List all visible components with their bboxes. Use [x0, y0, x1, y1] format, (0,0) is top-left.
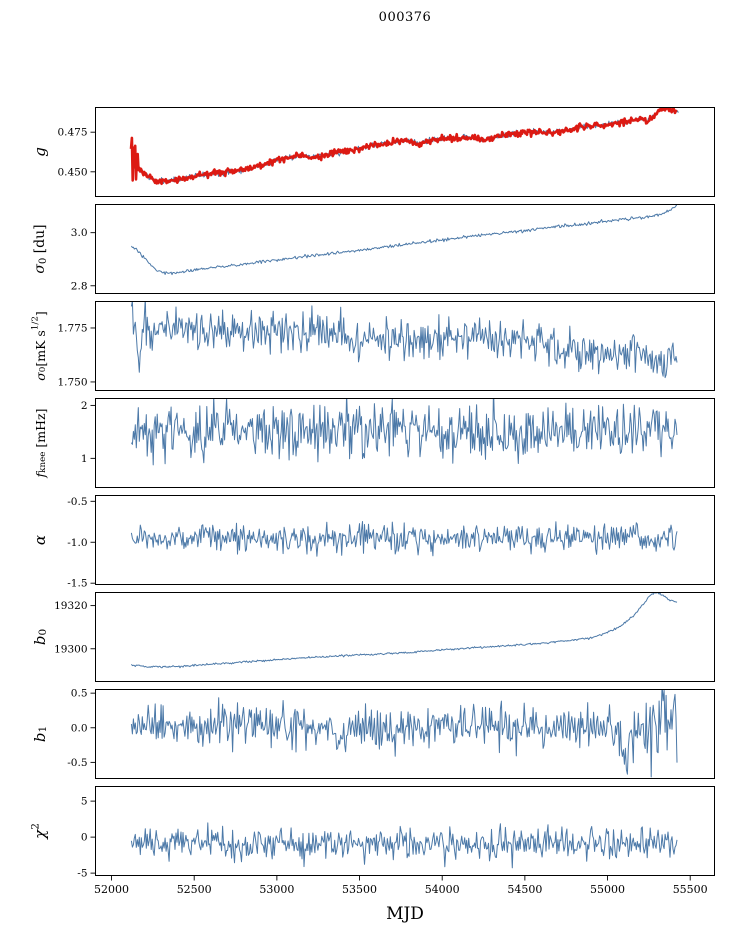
panel-sigma0_du: 2.8 3.0 σ0 [du] — [32, 204, 715, 294]
y-tick-label: 3.0 — [71, 227, 88, 239]
panel-g: 0.450 0.475 g — [31, 107, 715, 197]
y-tick-label: -0.5 — [67, 757, 87, 769]
y-tick-label: 1.750 — [57, 376, 87, 388]
panel-fknee-plot: 1 2 fknee [mHz] — [33, 398, 715, 488]
series-sigma0_du-0 — [130, 205, 677, 276]
y-axis-label-chi2: χ2 — [30, 823, 50, 840]
y-axis-label-g: g — [31, 147, 49, 157]
y-tick-label: 5 — [81, 796, 88, 808]
series-chi2-0 — [130, 822, 678, 869]
figure-title: 000376 — [378, 10, 432, 25]
y-tick-label: -1.0 — [67, 537, 87, 549]
y-tick-label: 0.450 — [57, 166, 87, 178]
y-tick-label: 0.475 — [57, 127, 87, 139]
y-tick-label: 0 — [81, 832, 88, 844]
y-tick-label: 2.8 — [71, 280, 88, 292]
x-tick-label: 55000 — [590, 883, 625, 896]
y-tick-label: -1.5 — [67, 578, 87, 590]
panel-b0-plot: 19300 19320 b0 — [31, 592, 715, 682]
panel-alpha-plot: -1.5 -1.0 -0.5 α — [31, 495, 715, 590]
axes-frame — [95, 689, 715, 779]
y-axis-label-sigma0_mk: σ0[mK s1/2] — [31, 311, 49, 381]
y-tick-label: 19320 — [54, 600, 87, 612]
y-axis-label-b1: b1 — [31, 726, 49, 742]
panel-sigma0_mk-plot: 1.750 1.775 σ0[mK s1/2] — [31, 301, 715, 391]
panels-container: 0.450 0.475 g 2.8 3.0 σ0 [du] 1.750 1.775 σ0[mK … — [30, 107, 715, 896]
y-tick-label: -0.5 — [67, 496, 87, 508]
panel-chi2-plot: -5 0 5 χ2 52000 52500 53000 53500 54000 54500 5500… — [30, 786, 715, 896]
y-tick-label: 1.775 — [57, 322, 87, 334]
panel-chi2: -5 0 5 χ2 52000 52500 53000 53500 54000 54500 5500… — [30, 786, 715, 896]
x-tick-label: 54000 — [425, 883, 460, 896]
y-axis-label-alpha: α — [31, 535, 49, 545]
panel-b0: 19300 19320 b0 — [31, 592, 715, 682]
x-tick-label: 53000 — [259, 883, 294, 896]
y-tick-label: 0.5 — [71, 688, 88, 700]
axes-frame — [95, 786, 715, 876]
y-tick-label: 19300 — [54, 643, 87, 655]
panel-g-plot: 0.450 0.475 g — [31, 107, 715, 197]
panel-fknee: 1 2 fknee [mHz] — [33, 398, 715, 488]
panel-alpha: -1.5 -1.0 -0.5 α — [31, 495, 715, 590]
x-tick-label: 55500 — [673, 883, 708, 896]
x-axis-label: MJD — [386, 904, 424, 924]
series-b1-0 — [130, 689, 678, 778]
x-tick-label: 52500 — [177, 883, 212, 896]
axes-frame — [95, 107, 715, 197]
y-tick-label: 0.0 — [71, 722, 88, 734]
y-tick-label: 1 — [81, 453, 88, 465]
series-alpha-0 — [130, 521, 678, 557]
series-sigma0_mk-0 — [130, 301, 678, 379]
panel-sigma0_mk: 1.750 1.775 σ0[mK s1/2] — [31, 301, 715, 391]
y-tick-label: -5 — [77, 868, 87, 880]
axes-frame — [95, 398, 715, 488]
series-fknee-0 — [130, 398, 678, 466]
x-tick-label: 52000 — [94, 883, 129, 896]
y-axis-label-b0: b0 — [31, 629, 49, 645]
axes-frame — [95, 301, 715, 391]
y-axis-label-fknee: fknee [mHz] — [33, 408, 49, 478]
axes-frame — [95, 592, 715, 682]
y-axis-label-sigma0_du: σ0 [du] — [32, 224, 49, 273]
axes-frame — [95, 204, 715, 294]
x-tick-label: 54500 — [507, 883, 542, 896]
y-tick-label: 2 — [81, 400, 88, 412]
axes-frame — [95, 495, 715, 585]
panel-sigma0_du-plot: 2.8 3.0 σ0 [du] — [32, 204, 715, 294]
panel-b1: -0.5 0.0 0.5 b1 — [31, 688, 715, 779]
panel-b1-plot: -0.5 0.0 0.5 b1 — [31, 688, 715, 779]
series-g-1 — [129, 107, 678, 186]
series-b0-0 — [131, 592, 678, 669]
x-tick-label: 53500 — [342, 883, 377, 896]
